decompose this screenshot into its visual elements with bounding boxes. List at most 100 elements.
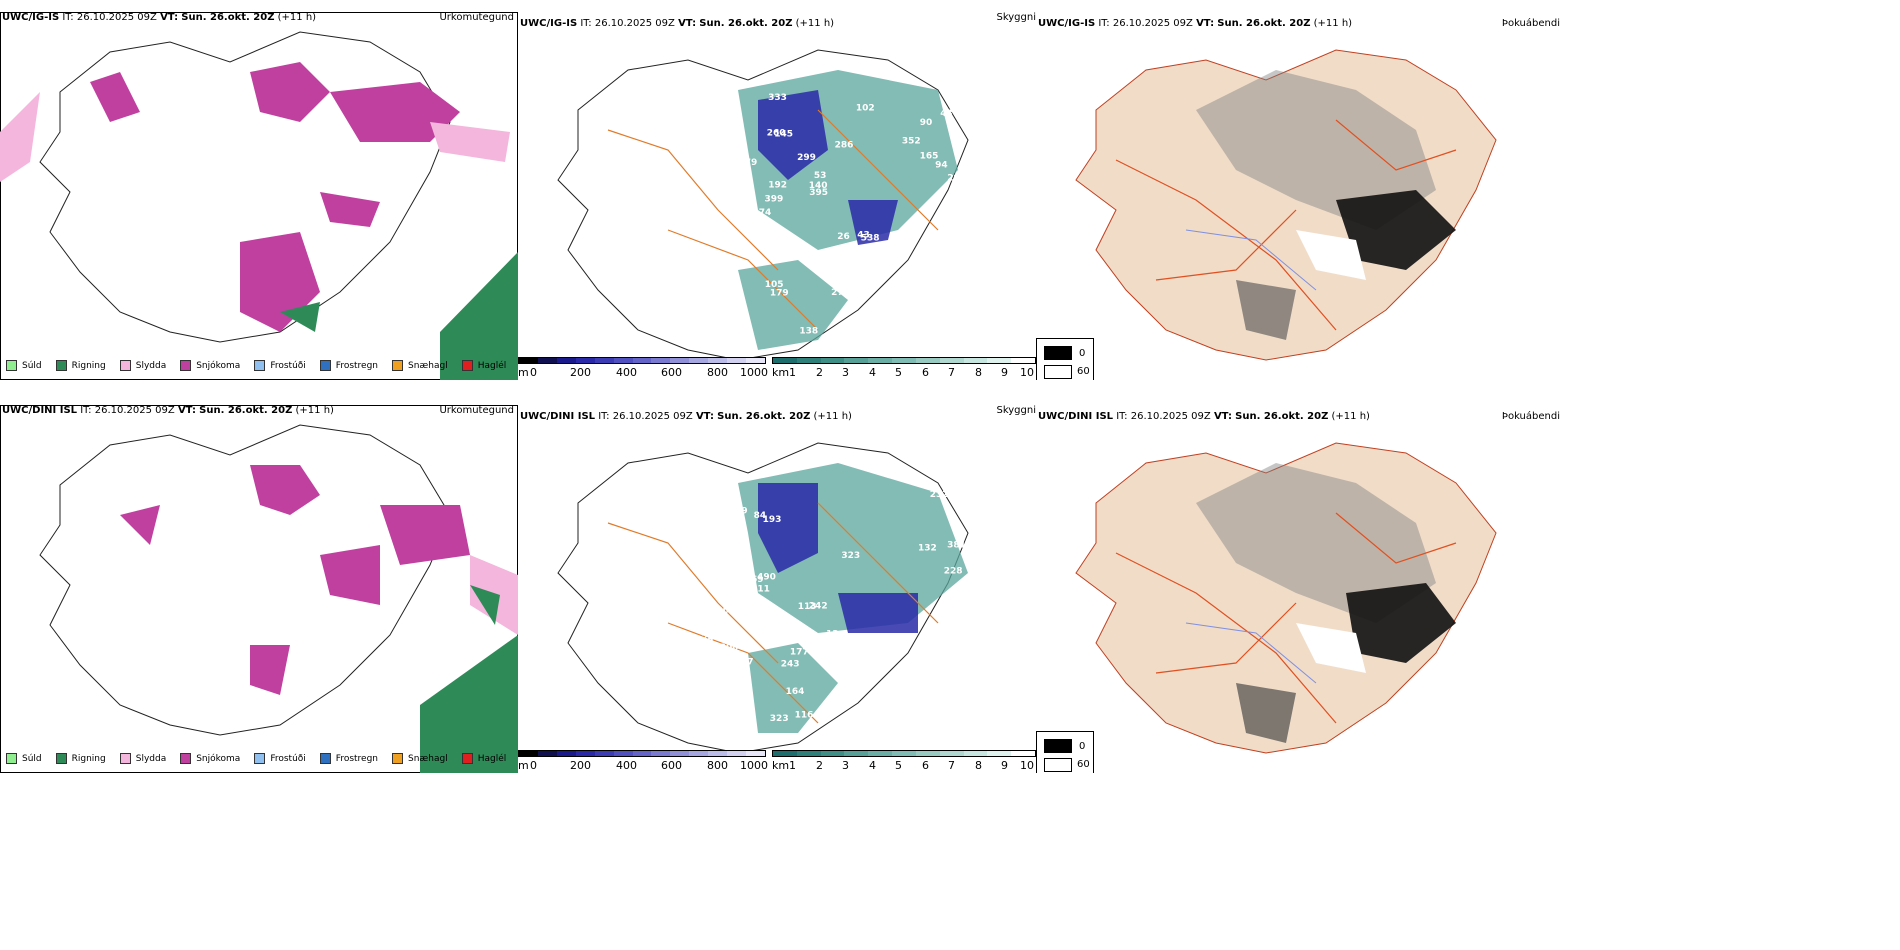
- visibility-unit: km: [772, 366, 790, 379]
- panel-title: Skyggni: [996, 12, 1036, 23]
- precip-legend: Súld Rigning Slydda Snjókoma Frostúði Fr…: [6, 360, 518, 371]
- ceiling-value-label: 49: [649, 615, 662, 625]
- ceiling-tick: 200: [570, 366, 591, 379]
- ceiling-value-label: 179: [770, 289, 789, 299]
- legend-item-frostudi: Frostúði: [254, 360, 306, 371]
- ceiling-value-label: 279: [684, 317, 703, 327]
- ceiling-value-label: 736: [911, 286, 930, 296]
- ceiling-value-label: 292: [947, 174, 966, 184]
- visibility-colorbar-segment: [915, 751, 940, 756]
- legend-item-slydda: Slydda: [119, 360, 166, 371]
- ceiling-colorbar-segment: [651, 751, 671, 756]
- visibility-colorbar-segment: [844, 358, 869, 363]
- legend-item-snaehagl: Snæhagl: [392, 753, 448, 764]
- ceiling-value-label: 490: [757, 573, 776, 583]
- fog-panel-top: UWC/IG-IS IT: 26.10.2025 09Z VT: Sun. 26…: [1036, 0, 1900, 380]
- ceiling-value-label: 137: [802, 641, 821, 651]
- ceiling-panel-bottom: UWC/DINI ISL IT: 26.10.2025 09Z VT: Sun.…: [518, 393, 1036, 773]
- fog-panel-bottom: UWC/DINI ISL IT: 26.10.2025 09Z VT: Sun.…: [1036, 393, 1900, 773]
- ceiling-colorbar: m 0 200 400 600 800 1000: [518, 750, 768, 772]
- panel-header: UWC/DINI ISL IT: 26.10.2025 09Z VT: Sun.…: [1038, 411, 1370, 422]
- ceiling-value-label: 138: [799, 327, 818, 337]
- ceiling-value-label: 132: [918, 544, 937, 554]
- legend-item-haglel: Haglél: [461, 360, 506, 371]
- visibility-colorbar-segment: [892, 751, 916, 756]
- ceiling-value-label: 260: [767, 129, 786, 139]
- ceiling-value-label: 333: [768, 93, 787, 103]
- ceiling-value-label: 224: [658, 719, 677, 729]
- ceiling-value-label: 878: [674, 127, 693, 137]
- ceiling-map-bottom: 113 200 49 232 381 295 193 777 224 151 130 242 234 24…: [557, 442, 969, 754]
- ceiling-value-label: 295: [838, 668, 857, 678]
- ceiling-unit: m: [518, 759, 529, 772]
- ceiling-colorbar-segment: [594, 751, 614, 756]
- ceiling-value-label: 105: [765, 280, 784, 290]
- ceiling-value-label: 40: [669, 182, 682, 192]
- ceiling-value-label: 117: [698, 169, 717, 179]
- legend-item-slydda: Slydda: [119, 753, 166, 764]
- ceiling-value-label: 112: [705, 292, 724, 302]
- precip-map-top: [0, 31, 518, 380]
- panel-header: UWC/DINI ISL IT: 26.10.2025 09Z VT: Sun.…: [520, 411, 852, 422]
- panel-header: UWC/IG-IS IT: 26.10.2025 09Z VT: Sun. 26…: [1038, 18, 1353, 29]
- visibility-tick: 9: [1001, 759, 1008, 772]
- legend-item-rigning: Rigning: [55, 360, 106, 371]
- ceiling-colorbar-segment: [594, 358, 614, 363]
- fog-map-bottom: [1075, 442, 1497, 754]
- ceiling-tick: 1000: [740, 366, 768, 379]
- ceiling-value-label: 140: [809, 181, 828, 191]
- visibility-colorbar-segment: [939, 358, 964, 363]
- fog-legend: 0 60: [1036, 731, 1094, 773]
- visibility-tick: 5: [895, 366, 902, 379]
- fog-value-60: 60: [1077, 366, 1090, 377]
- ceiling-value-label: 177: [790, 648, 809, 658]
- panel-title: Þokuábendi: [1501, 411, 1560, 422]
- ceiling-value-label: 271: [831, 288, 850, 298]
- ceiling-value-label: 74: [915, 313, 928, 323]
- visibility-colorbar-segment: [939, 751, 964, 756]
- ceiling-value-label: 240: [702, 633, 721, 643]
- ceiling-value-label: 352: [902, 137, 921, 147]
- fog-swatch-dark: [1044, 739, 1072, 753]
- visibility-colorbar-segment: [1011, 358, 1035, 363]
- ceiling-colorbar-segment: [537, 751, 557, 756]
- ceiling-value-label: 53: [814, 171, 827, 181]
- legend-item-haglel: Haglél: [461, 753, 506, 764]
- ceiling-value-label: 159: [702, 278, 721, 288]
- ceiling-tick: 600: [661, 759, 682, 772]
- panel-title: Úrkomutegund: [439, 405, 514, 416]
- legend-item-snjokoma: Snjókoma: [180, 753, 240, 764]
- ceiling-value-label: 90: [920, 118, 933, 128]
- ceiling-map-top: 74 40 90 74 286 279 260 299 57 179 350 112 145 53 538 8…: [557, 49, 969, 361]
- ceiling-unit: m: [518, 366, 529, 379]
- ceiling-colorbar-segment: [556, 358, 576, 363]
- ceiling-value-label: 94: [935, 160, 948, 170]
- ceiling-colorbar-segment: [689, 751, 709, 756]
- visibility-colorbar-segment: [963, 751, 988, 756]
- ceiling-value-label: 200: [657, 477, 676, 487]
- ceiling-colorbar-segment: [613, 358, 633, 363]
- ceiling-colorbar-segment: [727, 358, 747, 363]
- ceiling-colorbar: m 0 200 400 600 800 1000: [518, 357, 768, 379]
- visibility-colorbar-segment: [796, 751, 821, 756]
- legend-item-sudd: Súld: [6, 360, 42, 371]
- panel-title: Þokuábendi: [1501, 18, 1560, 29]
- visibility-tick: 4: [869, 366, 876, 379]
- ceiling-value-label: 380: [671, 269, 690, 279]
- precip-map-bottom: [39, 424, 518, 773]
- ceiling-value-label: 164: [786, 687, 805, 697]
- ceiling-tick: 400: [616, 759, 637, 772]
- ceiling-value-label: 205: [717, 606, 736, 616]
- ceiling-value-label: 61: [891, 313, 904, 323]
- visibility-colorbar-segment: [1011, 751, 1035, 756]
- ceiling-value-label: 11: [757, 584, 770, 594]
- precip-legend: Súld Rigning Slydda Snjókoma Frostúði Fr…: [6, 753, 518, 764]
- visibility-tick: 10: [1020, 366, 1034, 379]
- ceiling-tick: 0: [530, 366, 537, 379]
- visibility-tick: 8: [975, 366, 982, 379]
- ceiling-tick: 600: [661, 366, 682, 379]
- ceiling-value-label: 430: [940, 109, 959, 119]
- ceiling-value-label: 151: [859, 648, 878, 658]
- visibility-tick: 7: [948, 759, 955, 772]
- visibility-colorbar-segment: [820, 358, 845, 363]
